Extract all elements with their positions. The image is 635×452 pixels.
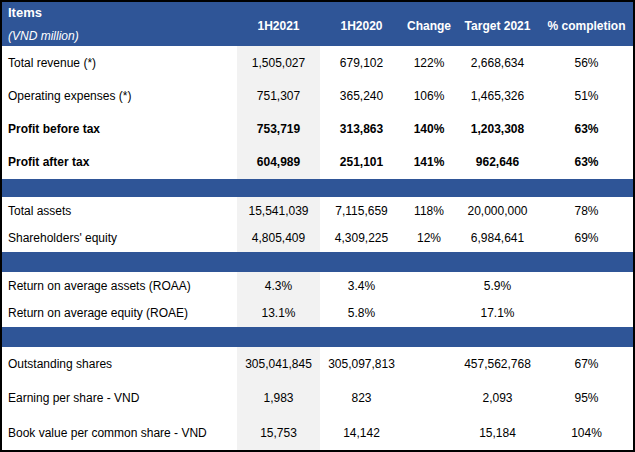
cell-1h2020: 365,240 <box>320 89 403 103</box>
cell-1h2021: 13.1% <box>237 306 320 320</box>
table-row: Profit before tax753,719313,863140%1,203… <box>2 113 633 146</box>
cell-target-2021: 6,984,641 <box>455 231 540 245</box>
row-label: Profit after tax <box>2 155 237 169</box>
cell-pct-completion: 95% <box>540 391 633 405</box>
cell-target-2021: 1,465,326 <box>455 89 540 103</box>
cell-change: 106% <box>403 89 455 103</box>
cell-1h2021: 4.3% <box>237 279 320 293</box>
cell-change: 118% <box>403 204 455 218</box>
cell-1h2021: 604,989 <box>237 155 320 169</box>
cell-target-2021: 1,203,308 <box>455 122 540 136</box>
cell-1h2020: 823 <box>320 391 403 405</box>
cell-target-2021: 20,000,000 <box>455 204 540 218</box>
table-row: Total revenue (*)1,505,027679,102122%2,6… <box>2 46 633 79</box>
cell-target-2021: 5.9% <box>455 279 540 293</box>
cell-change: 141% <box>403 155 455 169</box>
row-label: Shareholders' equity <box>2 231 237 245</box>
table-row: Earning per share - VND1,983823 2,09395% <box>2 381 633 415</box>
table-row: Profit after tax604,989251,101141%962,64… <box>2 146 633 179</box>
table-row: Return on average equity (ROAE)13.1%5.8%… <box>2 300 633 328</box>
column-header-change: Change <box>403 16 455 33</box>
column-header-pct-completion: % completion <box>540 16 633 33</box>
cell-target-2021: 15,184 <box>455 426 540 440</box>
cell-1h2021: 1,983 <box>237 391 320 405</box>
cell-target-2021: 2,668,634 <box>455 56 540 70</box>
section-separator-band <box>2 327 633 347</box>
cell-1h2021: 305,041,845 <box>237 357 320 371</box>
cell-target-2021: 962,646 <box>455 155 540 169</box>
header-items-label: Items <box>8 5 237 20</box>
cell-pct-completion: 63% <box>540 122 633 136</box>
row-label: Outstanding shares <box>2 357 237 371</box>
row-label: Total revenue (*) <box>2 56 237 70</box>
table-header: Items (VND million) 1H2021 1H2020 Change… <box>2 2 633 46</box>
table-row: Shareholders' equity4,805,4094,309,22512… <box>2 225 633 253</box>
section-per-share: Outstanding shares305,041,845305,097,813… <box>2 347 633 450</box>
cell-1h2020: 3.4% <box>320 279 403 293</box>
financial-summary-table: Items (VND million) 1H2021 1H2020 Change… <box>0 0 635 452</box>
cell-1h2020: 251,101 <box>320 155 403 169</box>
cell-1h2020: 7,115,659 <box>320 204 403 218</box>
column-header-target-2021: Target 2021 <box>455 16 540 33</box>
header-items-cell: Items (VND million) <box>2 2 237 46</box>
section-ratios: Return on average assets (ROAA)4.3%3.4% 5… <box>2 272 633 327</box>
cell-1h2020: 5.8% <box>320 306 403 320</box>
cell-1h2020: 14,142 <box>320 426 403 440</box>
cell-target-2021: 2,093 <box>455 391 540 405</box>
cell-pct-completion: 104% <box>540 426 633 440</box>
cell-pct-completion: 69% <box>540 231 633 245</box>
cell-target-2021: 457,562,768 <box>455 357 540 371</box>
cell-1h2020: 4,309,225 <box>320 231 403 245</box>
cell-pct-completion: 78% <box>540 204 633 218</box>
header-unit-label: (VND million) <box>8 29 237 44</box>
column-header-1h2020: 1H2020 <box>320 16 403 33</box>
table-row: Return on average assets (ROAA)4.3%3.4% 5… <box>2 272 633 300</box>
column-header-1h2021: 1H2021 <box>237 16 320 33</box>
cell-1h2020: 305,097,813 <box>320 357 403 371</box>
cell-pct-completion: 51% <box>540 89 633 103</box>
cell-1h2021: 15,753 <box>237 426 320 440</box>
cell-1h2021: 751,307 <box>237 89 320 103</box>
table-row: Book value per common share - VND15,7531… <box>2 416 633 450</box>
cell-1h2021: 753,719 <box>237 122 320 136</box>
cell-1h2021: 15,541,039 <box>237 204 320 218</box>
row-label: Earning per share - VND <box>2 391 237 405</box>
section-balance-sheet: Total assets15,541,0397,115,659118%20,00… <box>2 197 633 252</box>
cell-target-2021: 17.1% <box>455 306 540 320</box>
row-label: Profit before tax <box>2 122 237 136</box>
cell-1h2021: 1,505,027 <box>237 56 320 70</box>
section-income-statement: Total revenue (*)1,505,027679,102122%2,6… <box>2 46 633 179</box>
section-separator-band <box>2 179 633 197</box>
cell-pct-completion: 56% <box>540 56 633 70</box>
cell-1h2020: 313,863 <box>320 122 403 136</box>
row-label: Operating expenses (*) <box>2 89 237 103</box>
cell-change: 122% <box>403 56 455 70</box>
row-label: Return on average equity (ROAE) <box>2 306 237 320</box>
row-label: Return on average assets (ROAA) <box>2 279 237 293</box>
cell-change: 140% <box>403 122 455 136</box>
table-row: Operating expenses (*)751,307365,240106%… <box>2 79 633 112</box>
row-label: Book value per common share - VND <box>2 426 237 440</box>
cell-change: 12% <box>403 231 455 245</box>
table-row: Total assets15,541,0397,115,659118%20,00… <box>2 197 633 225</box>
cell-pct-completion: 63% <box>540 155 633 169</box>
cell-1h2021: 4,805,409 <box>237 231 320 245</box>
cell-pct-completion: 67% <box>540 357 633 371</box>
row-label: Total assets <box>2 204 237 218</box>
cell-1h2020: 679,102 <box>320 56 403 70</box>
table-row: Outstanding shares305,041,845305,097,813… <box>2 347 633 381</box>
section-separator-band <box>2 252 633 272</box>
